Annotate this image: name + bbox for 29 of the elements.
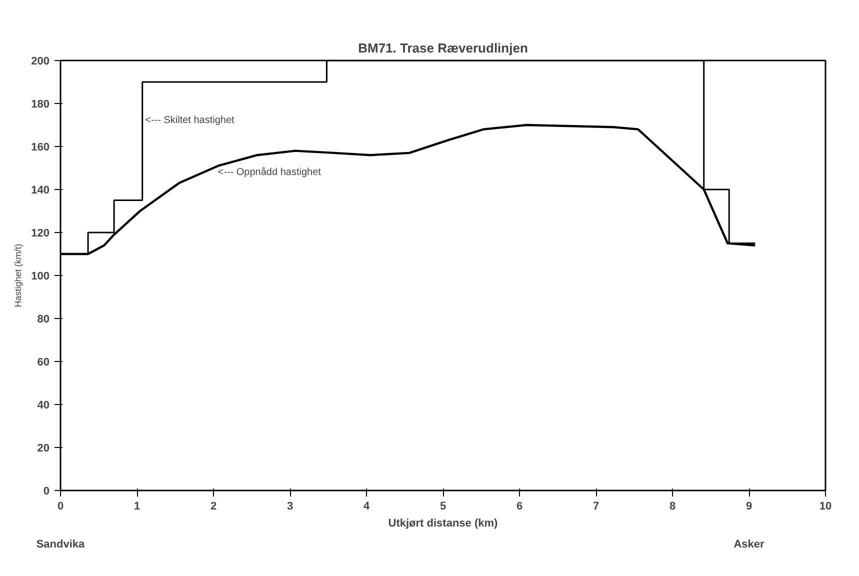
text: Asker [734, 538, 766, 550]
x-axis-title: Utkjørt distanse (km) [388, 518, 498, 530]
chart-title: BM71. Trase Ræverudlinjen [358, 40, 528, 56]
x-tick-label: 5 [440, 500, 446, 512]
y-tick-label: 100 [31, 270, 50, 282]
y-tick-label: 160 [31, 142, 50, 154]
x-tick-label: 1 [134, 500, 140, 512]
x-tick-label: 4 [363, 500, 370, 512]
x-tick-label: 6 [516, 500, 523, 512]
x-tick-label: 10 [819, 500, 832, 512]
text: Sandvika [36, 538, 86, 550]
y-tick-label: 0 [43, 486, 50, 498]
x-tick-label: 9 [746, 500, 752, 512]
y-tick-label: 180 [31, 98, 50, 110]
y-tick-label: 120 [31, 228, 50, 240]
y-tick-label: 60 [37, 356, 50, 368]
x-tick-label: 0 [57, 500, 64, 512]
y-tick-label: 140 [31, 184, 50, 196]
x-tick-label: 3 [286, 500, 294, 512]
x-tick-label: 8 [669, 500, 676, 512]
x-tick-label: 2 [210, 500, 217, 512]
y-tick-label: 20 [37, 442, 50, 454]
y-tick-label: 80 [37, 314, 50, 326]
y-tick-label: 200 [31, 56, 50, 68]
y-axis-title: Hastighet (km/t) [13, 244, 24, 308]
annotation: <--- Oppnådd hastighet [218, 166, 322, 178]
annotation: <--- Skiltet hastighet [145, 115, 235, 126]
x-tick-label: 7 [592, 500, 600, 512]
y-tick-label: 40 [37, 400, 50, 412]
